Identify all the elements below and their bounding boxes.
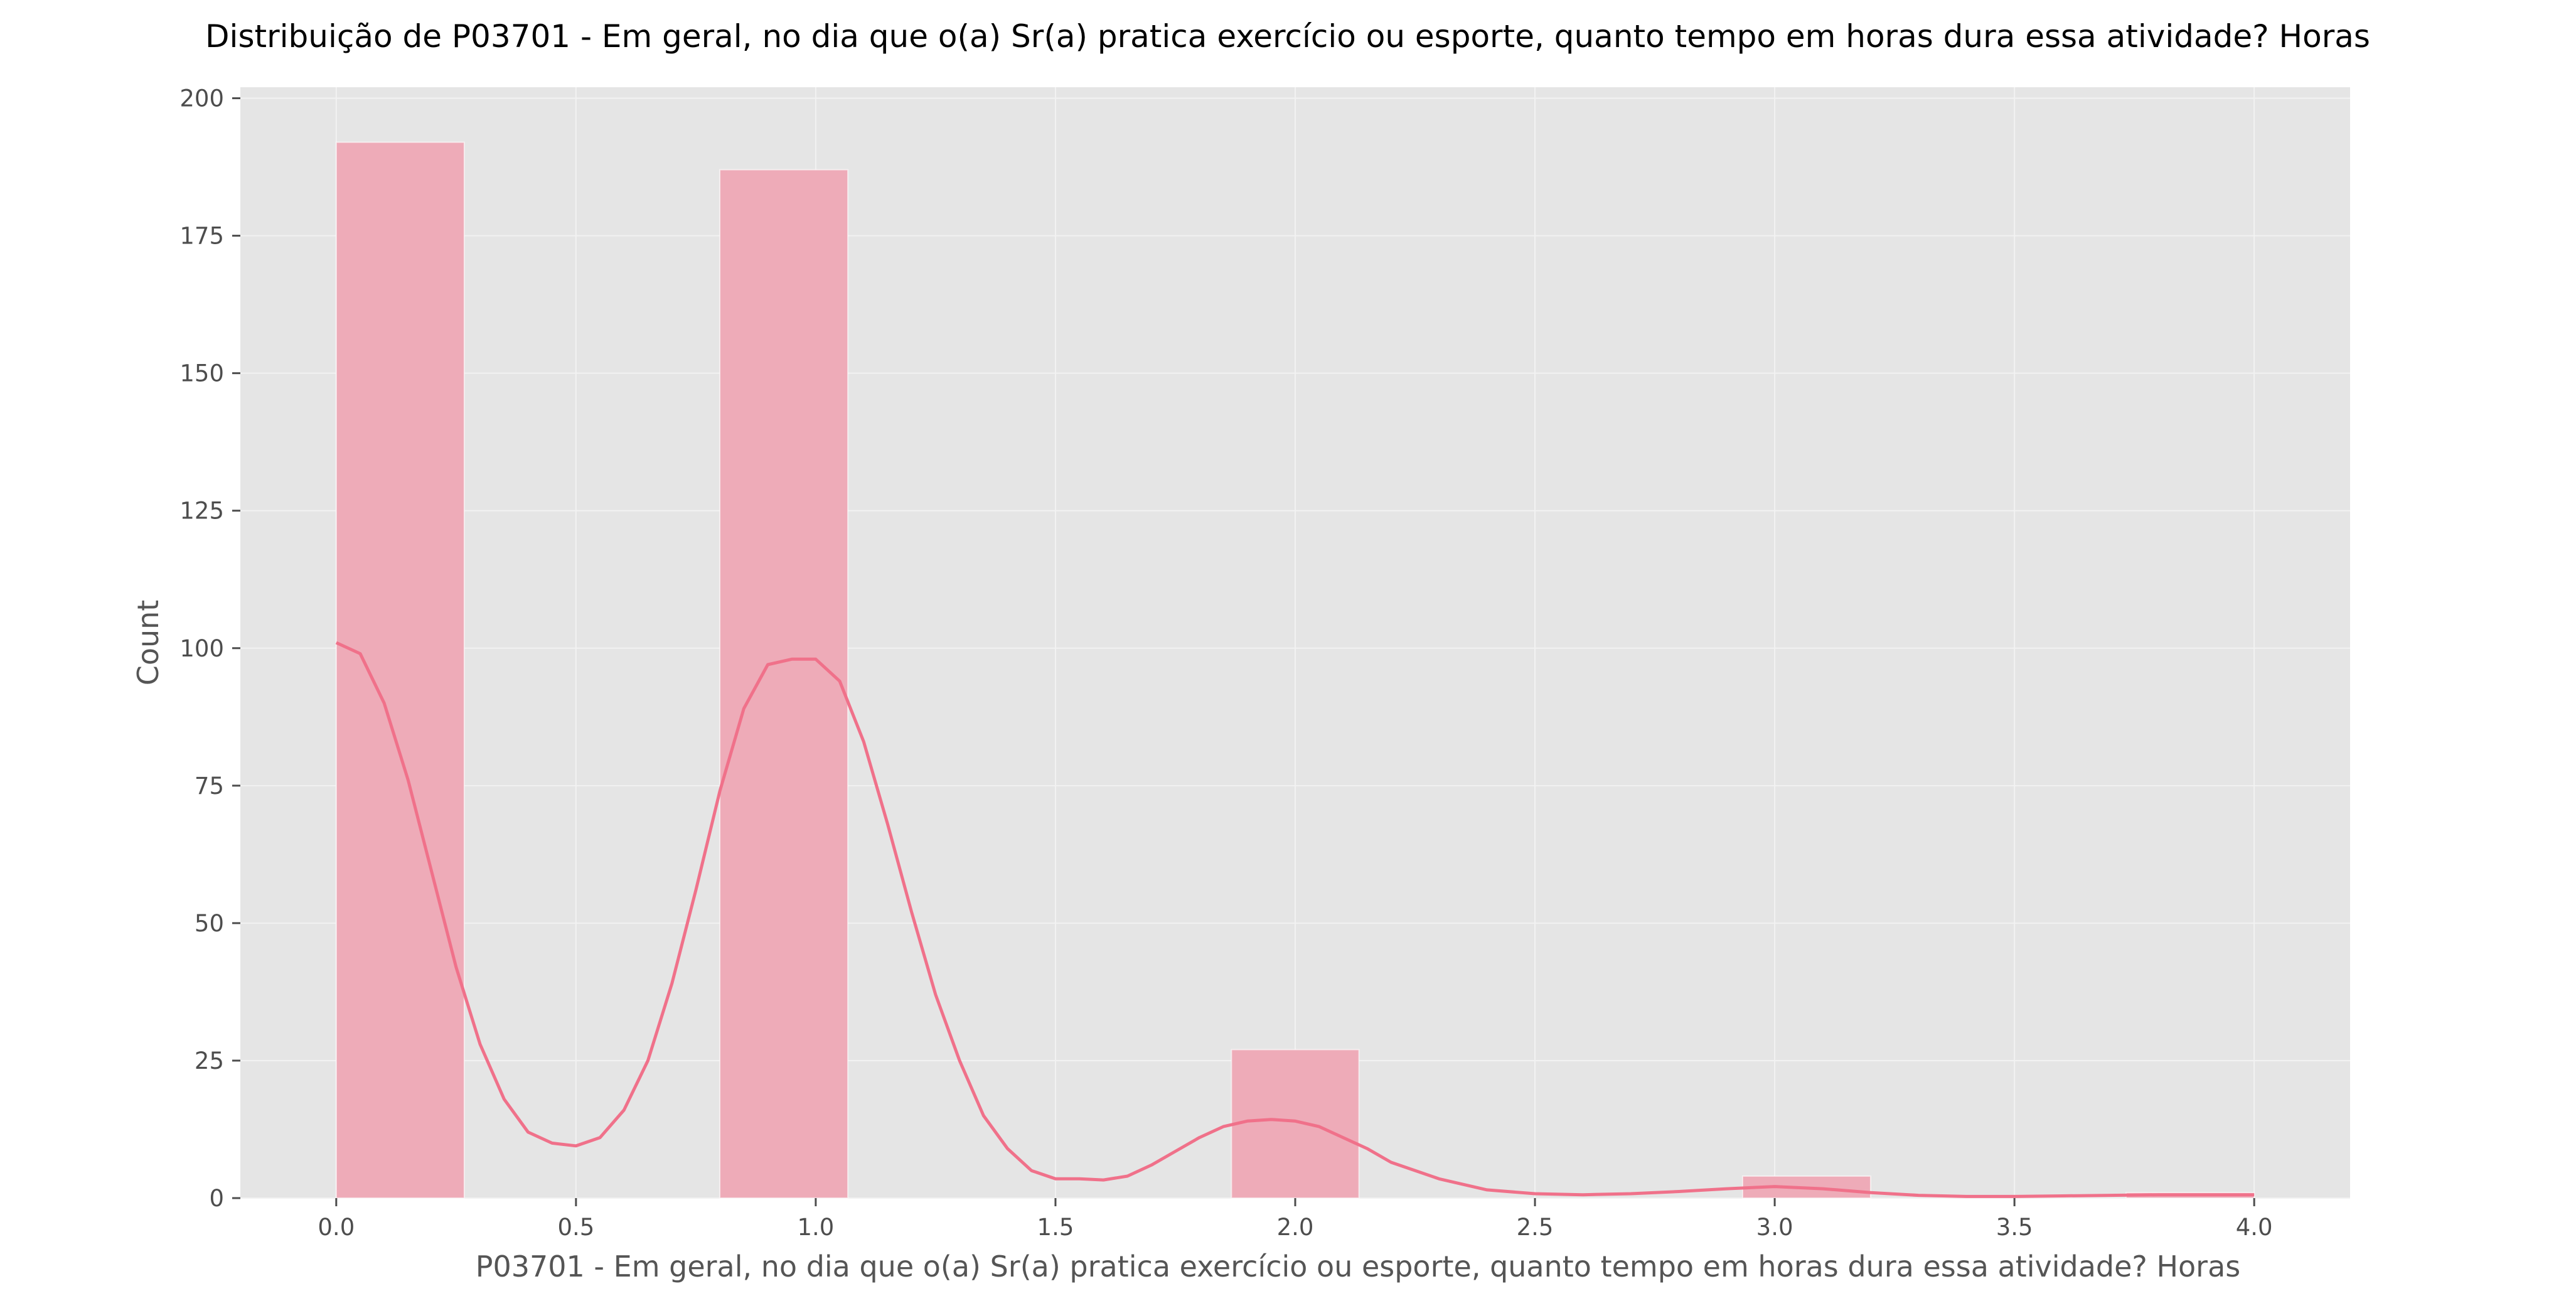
x-tick-label: 1.0: [797, 1214, 834, 1241]
kde-curve: [335, 641, 2255, 1198]
histogram-bar: [719, 169, 849, 1199]
y-axis-label: Count: [131, 600, 165, 686]
y-tick-label: 75: [195, 773, 224, 800]
x-tick-label: 0.5: [557, 1214, 594, 1241]
x-tick-label: 1.5: [1037, 1214, 1074, 1241]
y-tick-label: 150: [179, 360, 224, 387]
x-tick-label: 3.0: [1756, 1214, 1793, 1241]
x-axis-ticks: 0.0 0.5 1.0 1.5 2.0 2.5 3.0 3.5 4.0: [318, 1198, 2273, 1241]
histogram-bar: [1231, 1049, 1360, 1199]
x-tick-label: 2.5: [1517, 1214, 1554, 1241]
y-tick-label: 50: [195, 910, 224, 937]
y-tick-label: 0: [209, 1185, 224, 1212]
y-tick-label: 175: [179, 223, 224, 250]
x-axis-label: P03701 - Em geral, no dia que o(a) Sr(a)…: [476, 1250, 2241, 1283]
y-tick-label: 100: [179, 635, 224, 662]
chart-title: Distribuição de P03701 - Em geral, no di…: [205, 18, 2370, 55]
histogram-bar: [335, 141, 465, 1199]
histogram-bars: [335, 141, 2255, 1199]
y-tick-label: 125: [179, 498, 224, 525]
x-tick-label: 2.0: [1277, 1214, 1314, 1241]
y-tick-label: 200: [179, 85, 224, 112]
y-tick-label: 25: [195, 1047, 224, 1074]
x-tick-label: 0.0: [318, 1214, 355, 1241]
x-tick-label: 3.5: [1996, 1214, 2033, 1241]
x-tick-label: 4.0: [2236, 1214, 2273, 1241]
y-axis-ticks: 0 25 50 75 100 125 150 175 200: [179, 85, 240, 1212]
